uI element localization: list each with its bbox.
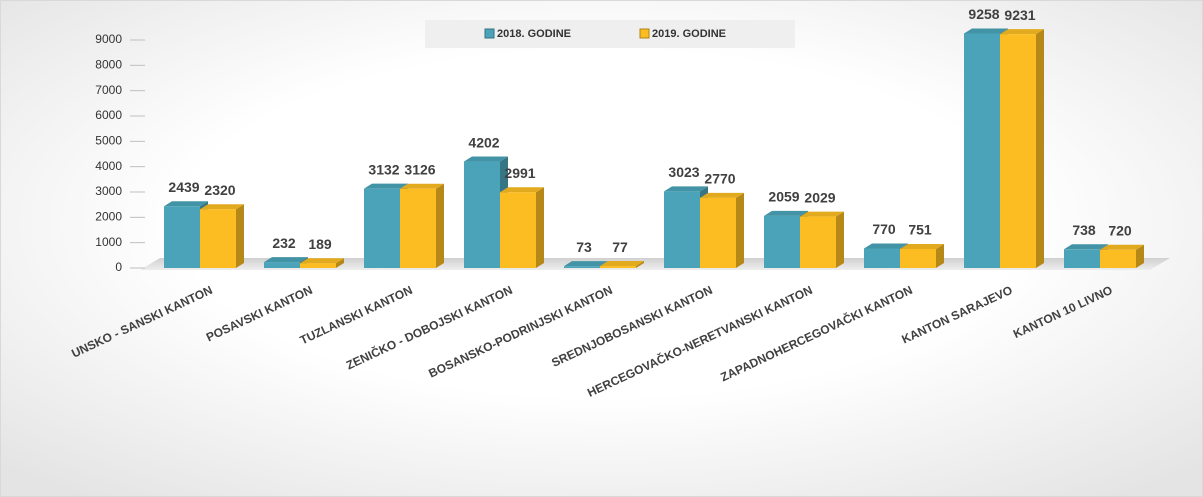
- bar-top: [1000, 29, 1044, 35]
- bar: [700, 197, 736, 268]
- bar-top: [664, 186, 708, 192]
- bar: [500, 192, 536, 268]
- bar: [800, 216, 836, 268]
- legend-label: 2019. GODINE: [652, 28, 726, 40]
- y-tick-label: 3000: [95, 184, 122, 198]
- bar-top: [800, 211, 844, 217]
- bar-top: [400, 183, 444, 189]
- value-label: 2439: [168, 179, 199, 195]
- bar-top: [364, 183, 408, 189]
- legend-swatch: [639, 28, 650, 39]
- value-label: 4202: [468, 134, 499, 150]
- bar-side: [336, 258, 344, 268]
- value-label: 2059: [768, 189, 799, 205]
- value-label: 232: [272, 235, 296, 251]
- bar-top: [464, 156, 508, 162]
- bar-top: [964, 28, 1008, 34]
- value-label: 77: [612, 239, 628, 255]
- value-label: 2770: [704, 171, 735, 187]
- value-label: 3023: [668, 164, 699, 180]
- value-label: 2029: [804, 189, 835, 205]
- bar-side: [536, 187, 544, 268]
- y-tick-label: 1000: [95, 235, 122, 249]
- bar: [400, 188, 436, 268]
- y-tick-label: 2000: [95, 210, 122, 224]
- bar-top: [1100, 244, 1144, 250]
- value-label: 9231: [1004, 7, 1035, 23]
- bar: [200, 209, 236, 268]
- value-label: 2320: [204, 182, 235, 198]
- bar-top: [864, 243, 908, 249]
- value-label: 751: [908, 222, 932, 238]
- legend-swatch: [484, 28, 495, 39]
- bar: [1100, 249, 1136, 268]
- y-tick-label: 5000: [95, 134, 122, 148]
- value-label: 3132: [368, 161, 399, 177]
- bar: [964, 33, 1000, 268]
- bar-side: [1136, 244, 1144, 268]
- value-label: 738: [1072, 222, 1096, 238]
- bar-side: [236, 204, 244, 268]
- value-label: 720: [1108, 222, 1132, 238]
- value-label: 9258: [968, 6, 999, 22]
- bar-side: [636, 261, 644, 268]
- bar-top: [264, 257, 308, 263]
- y-tick-label: 0: [115, 260, 122, 274]
- bar: [1000, 34, 1036, 269]
- bar-top: [764, 210, 808, 216]
- bar-side: [436, 183, 444, 268]
- y-tick-label: 6000: [95, 108, 122, 122]
- bar-top: [200, 204, 244, 210]
- y-tick-label: 4000: [95, 159, 122, 173]
- bar-top: [500, 187, 544, 193]
- bar: [1064, 249, 1100, 268]
- y-tick-label: 8000: [95, 58, 122, 72]
- bar-side: [836, 211, 844, 268]
- bar-side: [936, 243, 944, 268]
- bar: [564, 266, 600, 268]
- bar: [364, 188, 400, 268]
- bar: [300, 263, 336, 268]
- bar-top: [300, 258, 344, 264]
- bar: [764, 215, 800, 268]
- bar-top: [700, 192, 744, 198]
- bar-top: [564, 261, 608, 267]
- bar-top: [1064, 244, 1108, 250]
- bar: [264, 262, 300, 268]
- bar-top: [164, 201, 208, 207]
- bar-side: [1036, 29, 1044, 269]
- legend-label: 2018. GODINE: [497, 28, 571, 40]
- bar: [464, 161, 500, 268]
- value-label: 189: [308, 236, 332, 252]
- bar-top: [600, 261, 644, 267]
- value-label: 3126: [404, 162, 435, 178]
- bar-side: [736, 192, 744, 268]
- y-tick-label: 9000: [95, 32, 122, 46]
- value-label: 770: [872, 221, 896, 237]
- legend-box: [425, 20, 795, 48]
- bar: [600, 266, 636, 268]
- bar: [164, 206, 200, 268]
- bar: [900, 248, 936, 268]
- bar: [864, 248, 900, 268]
- bar-top: [900, 243, 944, 249]
- value-label: 73: [576, 239, 592, 255]
- value-label: 2991: [504, 165, 535, 181]
- bar: [664, 191, 700, 268]
- y-tick-label: 7000: [95, 83, 122, 97]
